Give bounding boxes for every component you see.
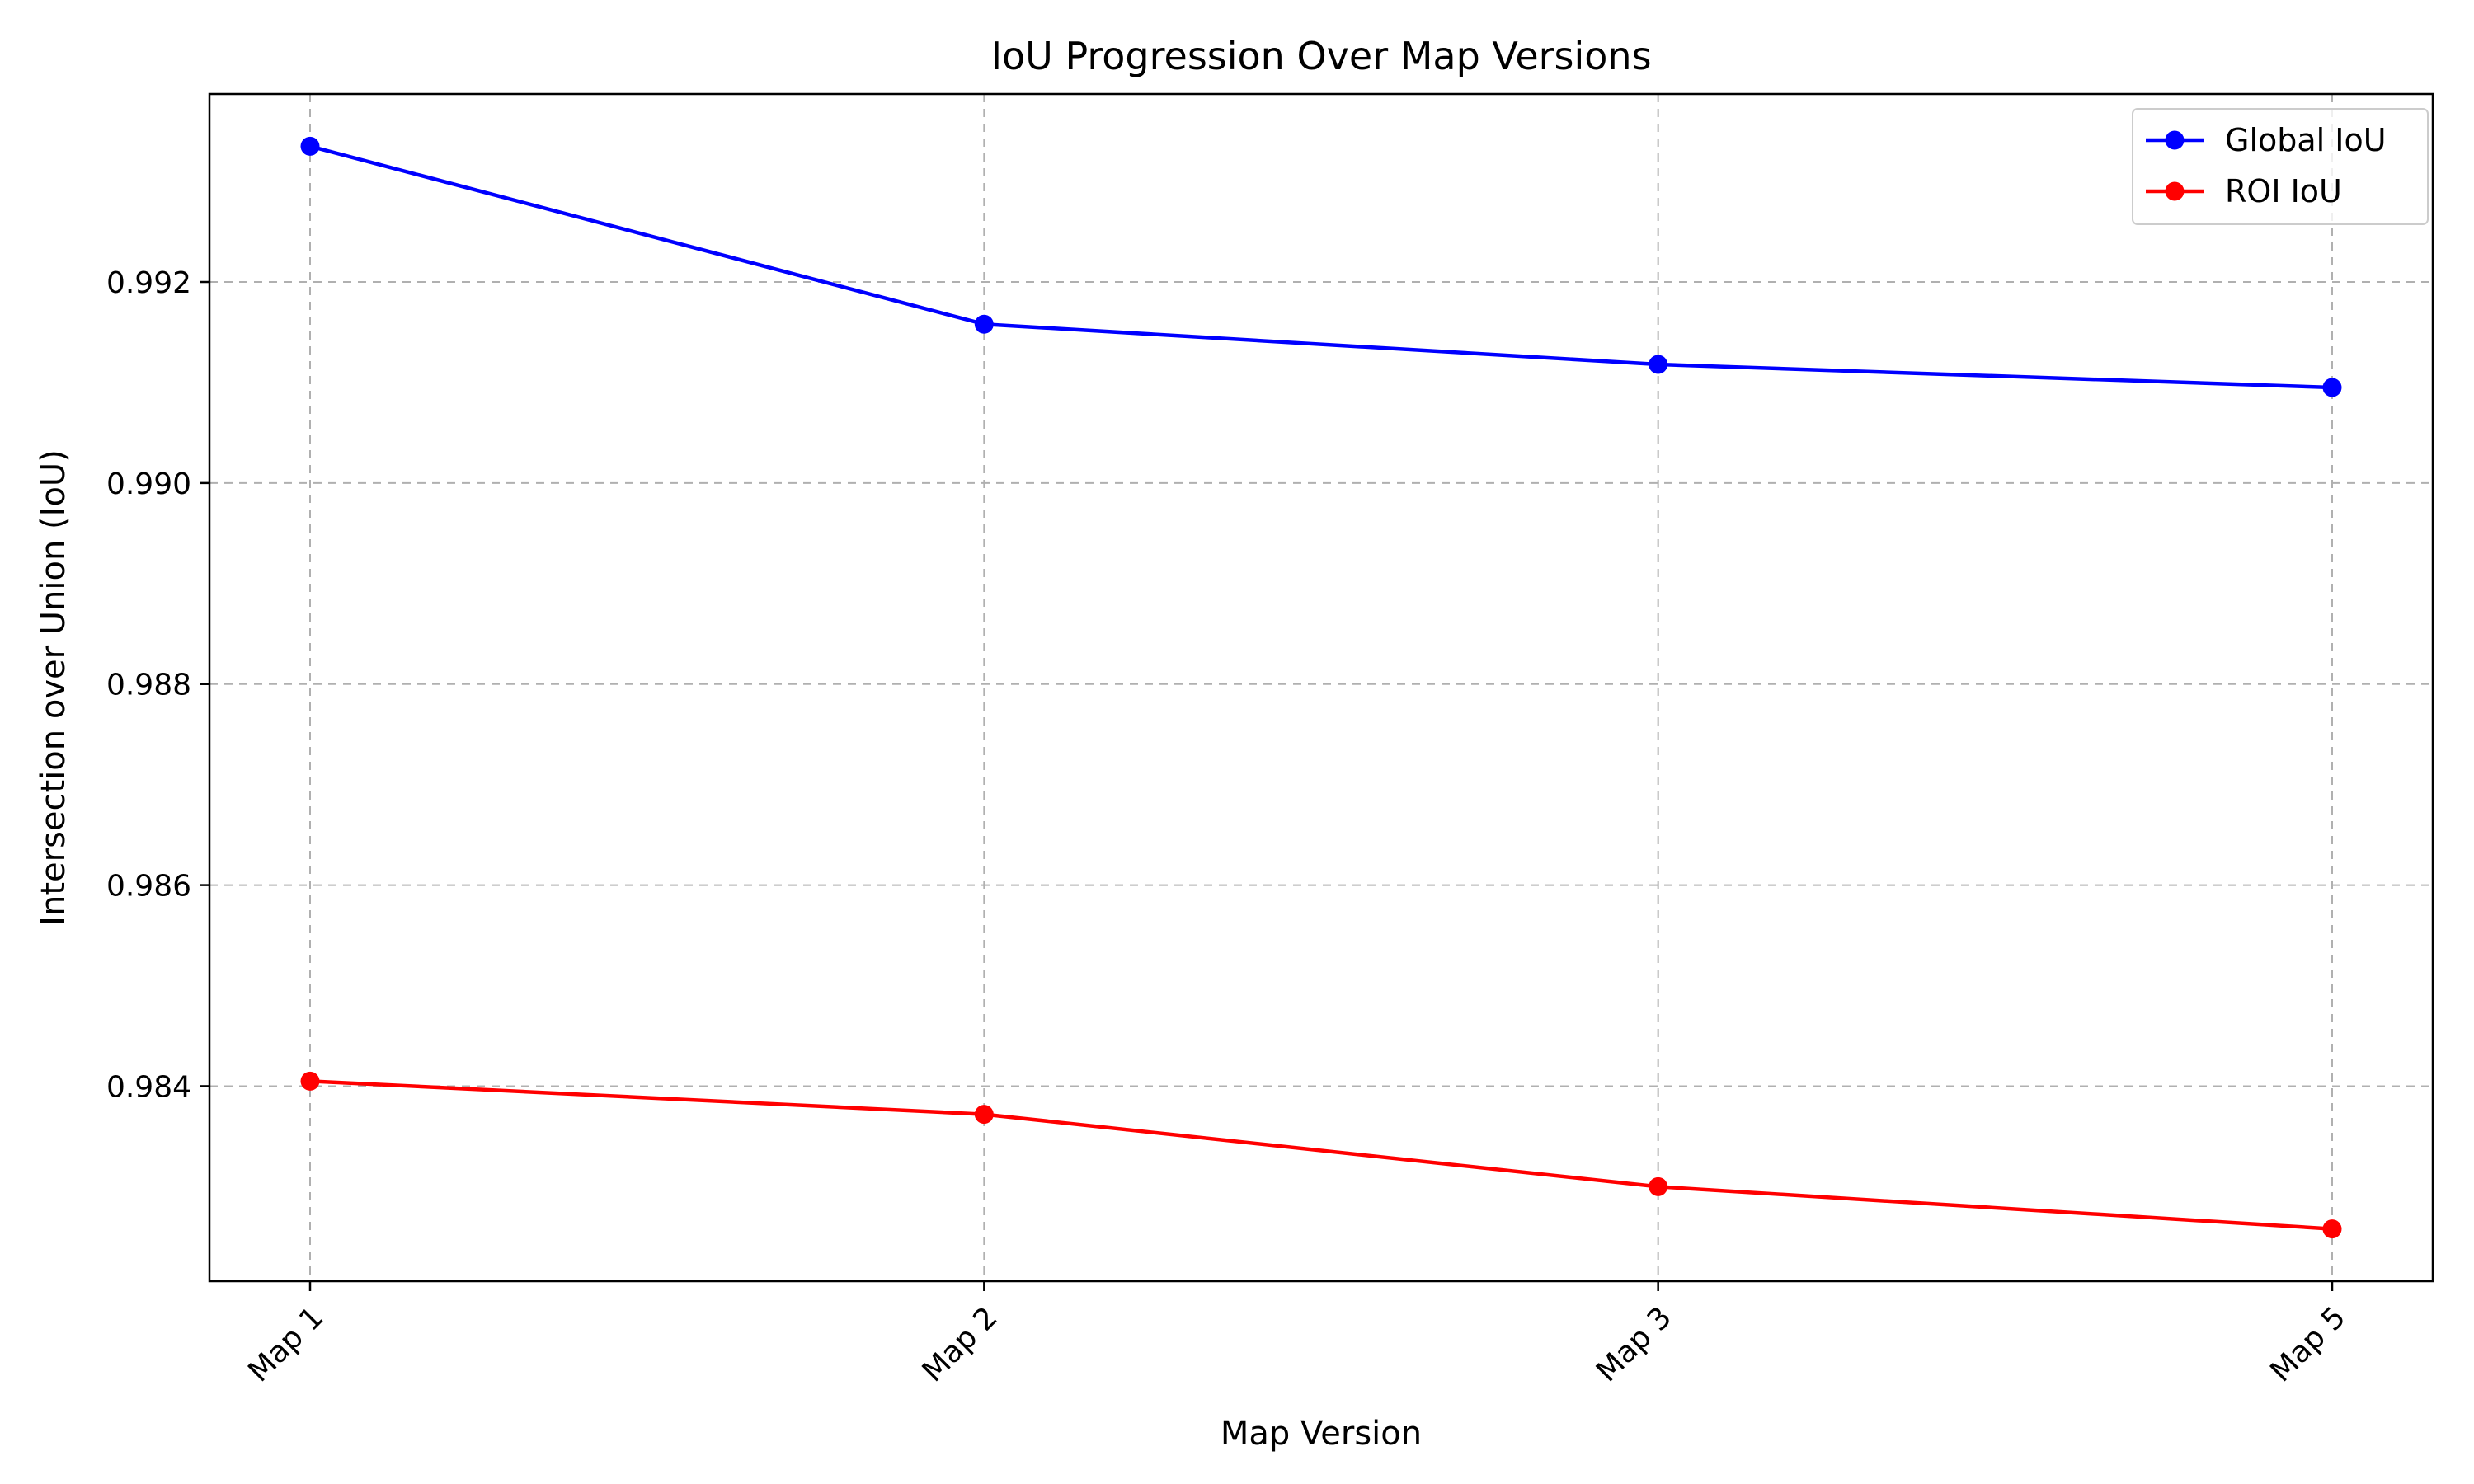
series-global-iou	[300, 136, 2342, 397]
legend-items: Global IoU ROI IoU	[2146, 122, 2387, 209]
legend-label: ROI IoU	[2225, 173, 2342, 209]
legend-label: Global IoU	[2225, 122, 2387, 158]
plot-frame	[208, 92, 2434, 1283]
x-axis-label: Map Version	[1221, 1415, 1422, 1453]
legend-marker	[2165, 181, 2185, 201]
data-point[interactable]	[1649, 355, 1668, 374]
series-line	[309, 1079, 2333, 1231]
y-axis-label: Intersection over Union (IoU)	[35, 449, 73, 926]
y-tick-label: 0.992	[106, 266, 191, 300]
legend-item[interactable]: Global IoU	[2146, 122, 2387, 158]
y-tick-label: 0.988	[106, 669, 191, 702]
y-tick-label: 0.984	[106, 1070, 191, 1104]
data-point[interactable]	[300, 1071, 320, 1091]
legend-item[interactable]: ROI IoU	[2146, 173, 2342, 209]
data-point[interactable]	[300, 136, 320, 156]
data-point[interactable]	[2322, 378, 2342, 397]
grid-lines	[209, 94, 2433, 1281]
series-lines	[300, 136, 2342, 1239]
data-point[interactable]	[974, 314, 994, 334]
legend: Global IoU ROI IoU	[2132, 108, 2429, 225]
chart-title: IoU Progression Over Map Versions	[990, 34, 1651, 78]
y-tick-label: 0.986	[106, 870, 191, 904]
data-point[interactable]	[2322, 1219, 2342, 1239]
data-point[interactable]	[1649, 1176, 1668, 1196]
legend-marker	[2165, 130, 2185, 150]
y-tick-label: 0.990	[106, 467, 191, 501]
y-axis-ticks: 0.984 0.986 0.988 0.990 0.992	[106, 266, 209, 1104]
legend-box	[2132, 108, 2429, 225]
series-roi-iou	[300, 1071, 2342, 1239]
data-point[interactable]	[974, 1105, 994, 1125]
series-line	[309, 144, 2333, 390]
